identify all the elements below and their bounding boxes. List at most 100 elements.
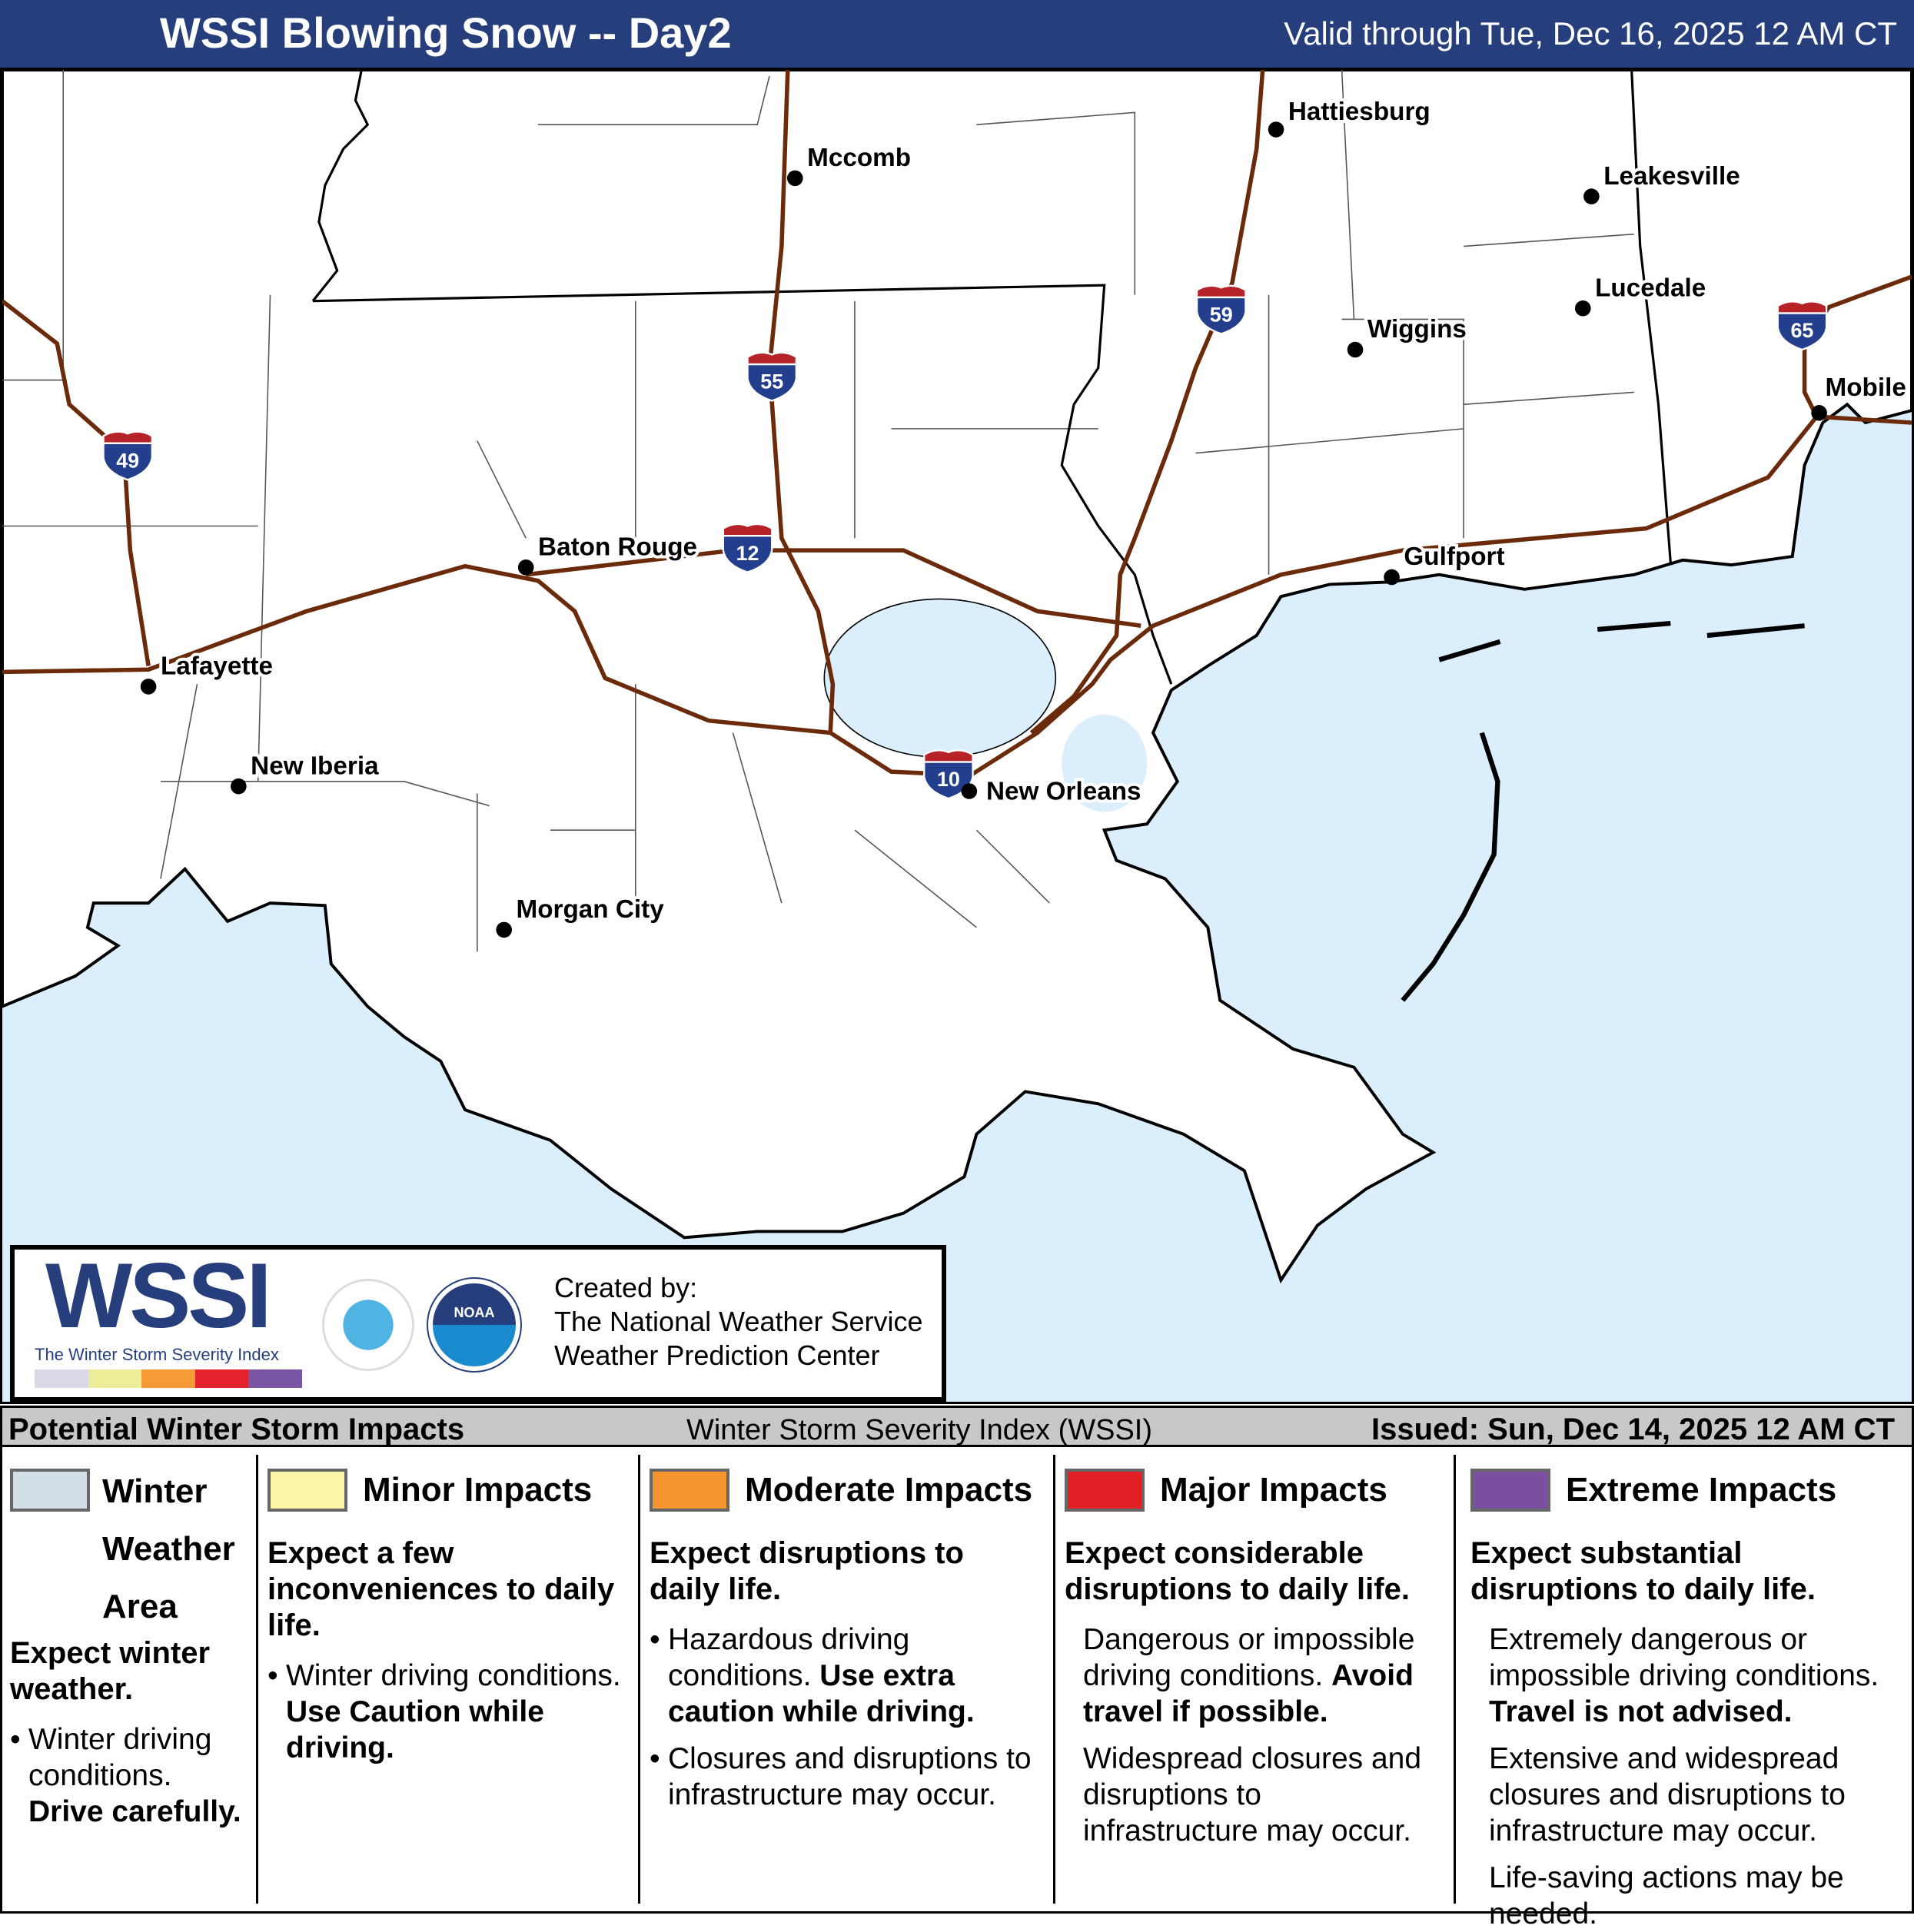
city-label: Gulfport	[1404, 543, 1504, 571]
legend-heading: Potential Winter Storm Impacts	[8, 1412, 465, 1446]
legend-header: Potential Winter Storm Impacts Winter St…	[0, 1406, 1914, 1447]
category-title: Moderate Impacts	[745, 1471, 1033, 1509]
city-dot	[1347, 341, 1364, 358]
interstate-shield-icon: 10	[923, 749, 974, 800]
interstate-shield-icon: 12	[722, 523, 773, 573]
city-dot	[787, 170, 803, 187]
nws-logo-icon	[322, 1279, 414, 1371]
impact-legend: Winter Weather Area Expect winter weather…	[0, 1447, 1914, 1930]
interstate-shield-icon: 55	[746, 351, 798, 402]
city-label: Wiggins	[1367, 315, 1467, 344]
category-lead: Expect disruptions to daily life.	[650, 1536, 964, 1606]
impact-item: • Hazardous driving conditions. Use extra…	[650, 1622, 1042, 1730]
city-label: Baton Rouge	[538, 533, 697, 561]
color-swatch	[650, 1469, 729, 1512]
interstate-number: 65	[1790, 319, 1813, 342]
interstate-number: 12	[736, 542, 759, 565]
impact-action: Drive carefully.	[28, 1795, 241, 1828]
mississippi-river	[311, 69, 370, 302]
impact-item: Widespread closures and disruptions to i…	[1065, 1741, 1442, 1849]
color-swatch	[267, 1469, 347, 1512]
category-title: Major Impacts	[1160, 1471, 1387, 1509]
issued-time: Issued: Sun, Dec 14, 2025 12 AM CT	[1371, 1412, 1895, 1446]
bullet: •	[650, 1742, 660, 1775]
map: 59 55 65 49 12 10 Hattiesburg Mccomb Leakesvill…	[0, 68, 1914, 1404]
interstate-number: 10	[937, 768, 960, 791]
wssi-color-bar	[35, 1369, 302, 1388]
bullet: •	[650, 1623, 660, 1656]
interstate-shield-icon: 59	[1195, 284, 1247, 335]
state-line-la-ms	[312, 284, 1173, 685]
impact-item: Dangerous or impossible driving conditio…	[1065, 1622, 1442, 1730]
impact-action: Travel is not advised.	[1489, 1695, 1793, 1728]
impact-text: Winter driving conditions.	[286, 1659, 621, 1692]
interstate-shield-icon: 49	[102, 430, 154, 481]
impact-item: • Winter driving conditions. Drive carefu…	[10, 1721, 248, 1830]
legend-column-extreme-impacts: Extreme Impacts Expect substantial disrup…	[1470, 1455, 1909, 1930]
bullet: •	[267, 1659, 278, 1692]
impact-text: Life-saving actions may be needed.	[1489, 1861, 1844, 1930]
category-lead: Expect a few inconveniences to daily lif…	[267, 1536, 615, 1642]
org-wpc: Weather Prediction Center	[554, 1339, 880, 1371]
map-title: WSSI Blowing Snow -- Day2	[160, 8, 732, 57]
category-title: Winter Weather Area	[102, 1472, 235, 1625]
category-lead: Expect substantial disruptions to daily …	[1470, 1536, 1816, 1606]
credit-text: Created by: The National Weather Service…	[554, 1271, 923, 1373]
created-by-label: Created by:	[554, 1272, 698, 1303]
interstate-number: 59	[1210, 304, 1233, 327]
i-59-route	[1029, 69, 1265, 735]
wssi-logo: WSSI	[45, 1244, 272, 1347]
city-label: Morgan City	[517, 895, 665, 924]
city-dot	[1574, 300, 1591, 317]
lake-pontchartrain	[823, 598, 1057, 758]
header-bar: WSSI Blowing Snow -- Day2 Valid through …	[0, 0, 1914, 68]
impact-text: Winter driving conditions.	[28, 1723, 212, 1792]
city-dot	[496, 921, 512, 938]
state-line-ms-al	[1630, 69, 1672, 563]
color-swatch	[1065, 1469, 1145, 1512]
city-dot	[140, 679, 157, 695]
interstate-number: 49	[116, 450, 139, 473]
city-dot	[1268, 121, 1284, 138]
impact-item: Life-saving actions may be needed.	[1470, 1860, 1909, 1932]
city-label: Lafayette	[161, 652, 273, 681]
i-49-route	[1, 299, 151, 666]
noaa-logo-icon: NOAA	[427, 1277, 522, 1373]
i-55-route	[767, 69, 836, 733]
impact-item: Extensive and widespread closures and di…	[1470, 1741, 1909, 1849]
color-swatch	[1470, 1469, 1550, 1512]
bullet: •	[10, 1723, 21, 1756]
impact-text: Closures and disruptions to infrastructu…	[668, 1742, 1032, 1811]
impact-text: Extensive and widespread closures and di…	[1489, 1742, 1846, 1847]
city-label: Mccomb	[807, 144, 911, 172]
org-nws: The National Weather Service	[554, 1306, 923, 1337]
impact-action: Use extra caution while driving.	[668, 1659, 975, 1728]
column-divider	[256, 1455, 258, 1904]
interstate-shield-icon: 65	[1776, 300, 1828, 351]
column-divider	[1053, 1455, 1055, 1904]
category-title: Minor Impacts	[363, 1471, 593, 1509]
legend-column-moderate-impacts: Moderate Impacts Expect disruptions to da…	[650, 1455, 1042, 1904]
impact-text: Extremely dangerous or impossible drivin…	[1489, 1623, 1879, 1692]
city-dot	[231, 778, 247, 795]
impact-action: Use Caution while driving.	[286, 1695, 544, 1764]
city-label: Hattiesburg	[1288, 98, 1431, 126]
impact-text: Hazardous driving conditions.	[668, 1623, 910, 1692]
city-label: New Iberia	[251, 752, 379, 780]
city-label: Lucedale	[1595, 274, 1706, 302]
city-dot	[1384, 569, 1400, 586]
valid-through: Valid through Tue, Dec 16, 2025 12 AM CT	[1284, 15, 1897, 51]
city-label: Mobile	[1826, 373, 1906, 402]
column-divider	[638, 1455, 640, 1904]
city-dot	[961, 783, 978, 799]
category-title: Extreme Impacts	[1566, 1471, 1837, 1509]
credits-box: WSSI The Winter Storm Severity Index NOA…	[10, 1245, 946, 1402]
i-12-route	[525, 548, 1141, 629]
chandeleur-islands	[1401, 620, 1805, 1002]
impact-text: Widespread closures and disruptions to i…	[1083, 1742, 1422, 1847]
legend-column-major-impacts: Major Impacts Expect considerable disrupt…	[1065, 1455, 1442, 1904]
city-dot	[1583, 188, 1600, 204]
impact-text: Dangerous or impossible driving conditio…	[1083, 1623, 1415, 1692]
column-divider	[1454, 1455, 1456, 1904]
impact-item: • Closures and disruptions to infrastruct…	[650, 1741, 1042, 1813]
